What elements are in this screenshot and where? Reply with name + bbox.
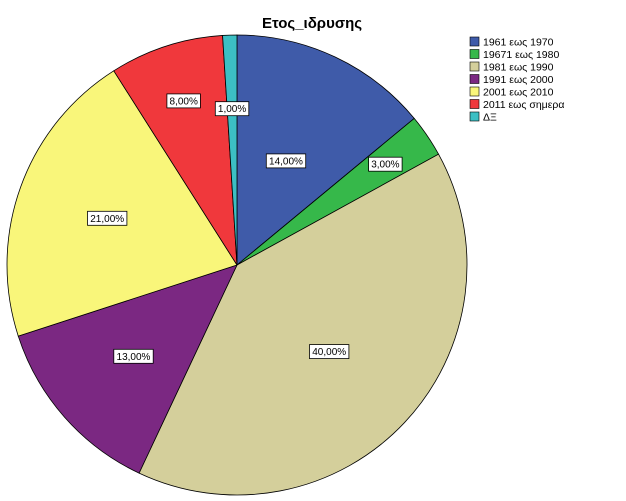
- legend-label: 1991 εως 2000: [483, 74, 554, 86]
- legend-swatch: [469, 61, 480, 72]
- legend-item-2001-εως-2010: 2001 εως 2010: [469, 86, 554, 99]
- legend-label: 1961 εως 1970: [483, 37, 554, 49]
- pie-label-text: 3,00%: [371, 160, 399, 171]
- legend-label: 19671 εως 1980: [483, 49, 559, 61]
- pie-slice-1981-εως-1990: [138, 153, 468, 496]
- legend-label: 2001 εως 2010: [483, 87, 554, 99]
- percent-labels: 14,00% 3,00% 40,00% 13,00% 21,00% 8,00% 1,00%: [87, 93, 403, 364]
- legend-swatch: [469, 86, 480, 97]
- legend-label: ΔΞ: [483, 112, 497, 124]
- pie-slice-δξ: [222, 34, 238, 266]
- legend-label: 2011 εως σημερα: [483, 99, 564, 111]
- pie-label-box: [113, 348, 154, 364]
- legend-swatch: [469, 99, 480, 109]
- pie-label-text: 14,00%: [269, 156, 303, 167]
- pie-label-19671-εως-1980: 3,00%: [368, 156, 403, 172]
- pie-label-text: 8,00%: [170, 96, 198, 107]
- legend-swatch: [469, 111, 480, 122]
- legend-swatch: [469, 74, 480, 84]
- pie-label-text: 1,00%: [218, 104, 246, 115]
- chart-title: Ετος_ιδρυσης: [262, 15, 362, 32]
- pie-label-2001-εως-2010: 21,00%: [87, 210, 128, 226]
- legend-item-19671-εως-1980: 19671 εως 1980: [469, 49, 559, 61]
- pie-label-box: [309, 344, 350, 360]
- legend-swatch: [469, 49, 480, 59]
- pie-slice-1961-εως-1970: [236, 34, 415, 266]
- pie-label-box: [166, 93, 201, 109]
- pie-label-1981-εως-1990: 40,00%: [309, 344, 350, 360]
- pie-label-text: 13,00%: [117, 352, 151, 363]
- pie-label-box: [368, 156, 403, 172]
- pie-label-1991-εως-2000: 13,00%: [113, 348, 154, 364]
- legend-item-1981-εως-1990: 1981 εως 1990: [469, 61, 554, 74]
- pie-label-1961-εως-1970: 14,00%: [265, 153, 307, 169]
- pie-label-box: [214, 101, 250, 117]
- pie-label-text: 21,00%: [90, 214, 124, 225]
- legend-swatch: [469, 36, 480, 47]
- pie-slices: [6, 34, 468, 496]
- pie-slice-2011-εως-σημερα: [113, 35, 238, 266]
- pie-label-text: 40,00%: [312, 347, 346, 358]
- pie-slice-1991-εως-2000: [17, 264, 238, 474]
- pie-label-box: [265, 153, 307, 169]
- legend-item-1991-εως-2000: 1991 εως 2000: [469, 74, 554, 86]
- legend-item-1961-εως-1970: 1961 εως 1970: [469, 36, 554, 49]
- pie-label-box: [87, 210, 128, 226]
- legend-item-δξ: ΔΞ: [469, 111, 497, 124]
- legend-item-2011-εως-σημερα: 2011 εως σημερα: [469, 99, 564, 111]
- pie-label-2011-εως-σημερα: 8,00%: [166, 93, 201, 109]
- pie-slice-2001-εως-2010: [6, 70, 238, 337]
- legend-label: 1981 εως 1990: [483, 62, 554, 74]
- pie-label-δξ: 1,00%: [214, 101, 250, 117]
